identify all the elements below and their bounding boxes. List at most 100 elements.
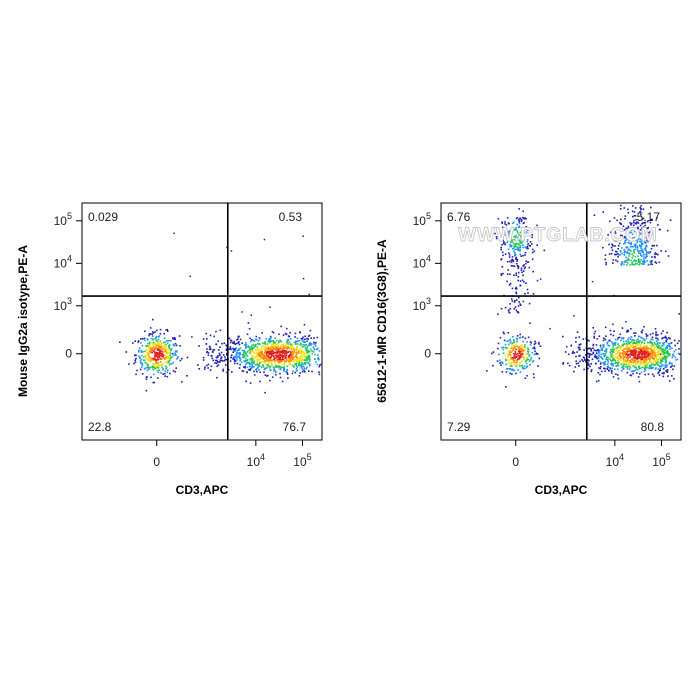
event-dot	[636, 263, 638, 265]
event-dot	[151, 333, 154, 336]
event-dot	[531, 234, 534, 236]
event-dot	[165, 349, 167, 352]
event-dot	[635, 362, 638, 365]
event-dot	[151, 351, 153, 354]
event-dot	[532, 360, 535, 362]
event-dot	[259, 371, 261, 374]
event-dot	[514, 306, 517, 308]
event-dot	[525, 366, 528, 369]
event-dot	[521, 236, 524, 238]
event-dot	[591, 358, 594, 361]
event-dot	[290, 343, 293, 346]
event-dot	[595, 362, 597, 365]
event-dot	[604, 354, 607, 357]
event-dot	[638, 354, 640, 356]
event-dot	[621, 349, 624, 352]
event-dot	[602, 344, 604, 346]
event-dot	[524, 344, 526, 346]
event-dot	[272, 331, 275, 334]
event-dot	[643, 222, 646, 224]
event-dot	[633, 260, 635, 262]
event-dot	[634, 361, 636, 363]
event-dot	[655, 253, 658, 255]
event-dot	[609, 351, 612, 354]
event-dot	[244, 344, 247, 346]
event-dot	[527, 261, 530, 263]
event-dot	[659, 353, 662, 355]
event-dot	[155, 336, 157, 339]
event-dot	[270, 340, 273, 343]
event-dot	[499, 362, 501, 364]
event-dot	[175, 367, 177, 369]
event-dot	[651, 342, 654, 344]
event-dot	[509, 365, 512, 367]
event-dot	[239, 363, 241, 366]
event-dot	[304, 361, 306, 364]
event-dot	[527, 348, 530, 351]
event-dot	[640, 207, 642, 210]
event-dot	[518, 222, 521, 225]
event-dot	[281, 347, 284, 350]
event-dot	[595, 344, 598, 346]
event-dot	[621, 362, 623, 364]
event-dot	[647, 357, 650, 359]
event-dot	[522, 227, 525, 230]
event-dot	[518, 225, 521, 228]
x-tick-label: 104	[606, 452, 624, 469]
event-dot	[255, 369, 258, 371]
event-dot	[306, 350, 308, 353]
event-dot	[641, 255, 643, 257]
event-dot	[627, 346, 629, 348]
event-dot	[619, 222, 621, 224]
event-dot	[628, 259, 630, 261]
event-dot	[636, 227, 639, 229]
event-dot	[521, 360, 523, 362]
event-dot	[288, 335, 291, 338]
event-dot	[627, 354, 629, 356]
event-dot	[646, 364, 648, 366]
event-dot	[213, 335, 215, 338]
event-dot	[522, 352, 524, 355]
event-dot	[507, 332, 510, 334]
event-dot	[246, 346, 248, 348]
event-dot	[239, 353, 241, 355]
event-dot	[536, 244, 538, 246]
event-dot	[522, 254, 524, 257]
event-dot	[668, 345, 671, 348]
event-dot	[641, 243, 643, 245]
event-dot	[503, 241, 505, 243]
event-dot	[673, 339, 676, 342]
event-dot	[593, 356, 596, 358]
event-dot	[165, 367, 167, 370]
event-dot	[642, 338, 645, 340]
event-dot	[655, 358, 658, 360]
event-dot	[509, 307, 512, 310]
event-dot	[614, 362, 616, 365]
event-dot	[615, 240, 617, 242]
event-dot	[504, 306, 507, 309]
event-dot	[148, 368, 150, 371]
event-dot	[519, 345, 522, 347]
event-dot	[639, 362, 642, 364]
event-dot	[306, 355, 308, 358]
event-dot	[285, 345, 287, 347]
event-dot	[661, 345, 664, 347]
event-dot	[663, 341, 666, 344]
event-dot	[307, 362, 310, 364]
event-dot	[217, 364, 220, 366]
event-dot	[152, 365, 155, 368]
event-dot	[650, 348, 653, 351]
event-dot	[661, 337, 663, 340]
event-dot	[519, 364, 521, 367]
event-dot	[663, 355, 666, 357]
event-dot	[288, 341, 290, 343]
event-dot	[590, 369, 593, 371]
event-dot	[664, 352, 667, 354]
event-dot	[528, 302, 531, 305]
event-dot	[510, 261, 513, 264]
event-dot	[614, 360, 617, 362]
event-dot	[589, 353, 591, 355]
event-dot	[599, 367, 601, 370]
event-dot	[294, 371, 296, 374]
event-dot	[665, 359, 667, 361]
